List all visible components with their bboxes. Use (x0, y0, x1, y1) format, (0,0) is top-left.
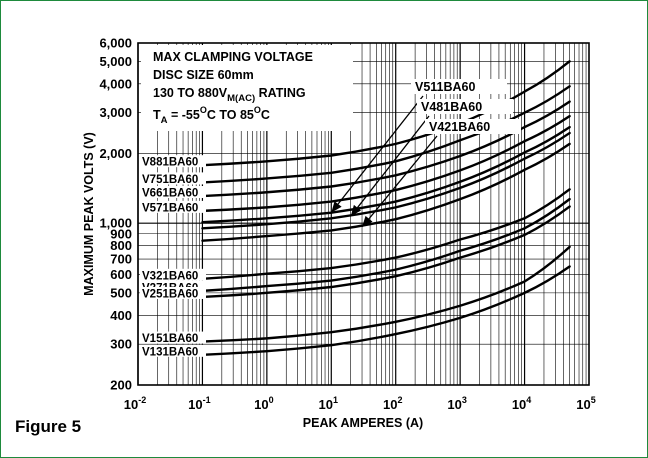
title-line-1: MAX CLAMPING VOLTAGE (153, 50, 313, 64)
series-line (201, 205, 571, 299)
y-tick-label: 1,000 (99, 216, 132, 231)
pointer-arrow-head (331, 201, 342, 213)
x-tick-label: 105 (576, 395, 595, 412)
series-line (201, 197, 571, 293)
y-tick-label: 500 (110, 285, 132, 300)
series-line (201, 125, 571, 224)
y-tick-label: 200 (110, 378, 132, 393)
series-label-bg (140, 331, 206, 344)
x-tick-label: 101 (319, 395, 338, 412)
title-line-3: 130 TO 880VM(AC) RATING (153, 86, 306, 104)
figure-caption: Figure 5 (15, 417, 82, 436)
pointer-arrow-shaft (368, 135, 438, 220)
x-tick-label: 10-1 (188, 395, 210, 412)
series-label: V251BA60 (142, 288, 198, 300)
series-line (201, 114, 571, 213)
y-tick-label: 3,000 (99, 105, 132, 120)
series-label-bg (140, 172, 206, 185)
x-tick-label: 104 (512, 395, 531, 412)
series-label: V881BA60 (142, 157, 198, 169)
series-label-bg (140, 200, 206, 213)
pointer-label: V511BA60 (415, 80, 476, 94)
series-lines (201, 60, 571, 357)
y-tick-label: 5,000 (99, 54, 132, 69)
pointer-label-bg (411, 79, 507, 94)
series-label: V321BA60 (142, 270, 198, 282)
series-label: V751BA60 (142, 174, 198, 186)
series-label: V661BA60 (142, 188, 198, 200)
y-tick-label: 400 (110, 308, 132, 323)
series-label: V151BA60 (142, 333, 198, 345)
pointer-annotations: V511BA60 V481BA60 V421BA60 (331, 79, 521, 228)
title-line-4: TA = -55OC TO 85OC (153, 105, 270, 126)
series-line (201, 265, 571, 357)
title-line-2: DISC SIZE 60mm (153, 68, 254, 82)
series-label-bg (140, 268, 206, 281)
series-line (201, 188, 571, 281)
y-tick-label: 4,000 (99, 76, 132, 91)
title-box (141, 45, 353, 131)
pointer-label: V481BA60 (421, 100, 482, 114)
pointer-arrow-shaft (356, 115, 430, 209)
y-tick-label: 2,000 (99, 146, 132, 161)
pointer-label-bg (417, 99, 513, 114)
series-label: V571BA60 (142, 202, 198, 214)
pointer-label: V421BA60 (429, 120, 490, 134)
series-label-bg (140, 286, 206, 299)
series-label-bg (140, 344, 206, 357)
series-line (201, 60, 571, 167)
x-axis-title: PEAK AMPERES (A) (303, 416, 423, 430)
pointer-label-bg (425, 119, 521, 134)
y-tick-label: 700 (110, 252, 132, 267)
series-line (201, 245, 571, 343)
pointer-arrow-head (350, 204, 361, 217)
series-label-bg (140, 186, 206, 199)
series-labels: V881BA60 V751BA60 V661BA60 V571BA60 V321BA60… (140, 155, 206, 358)
plot-area (137, 42, 590, 386)
x-tick-label: 103 (447, 395, 466, 412)
series-line (201, 142, 571, 242)
series-line (201, 100, 571, 198)
y-tick-label: 6,000 (99, 36, 132, 51)
x-tick-label: 100 (254, 395, 273, 412)
x-tick-label: 102 (383, 395, 402, 412)
series-line (201, 131, 571, 230)
series-label-bg (140, 155, 206, 168)
pointer-arrow-head (362, 215, 373, 228)
y-tick-label: 600 (110, 267, 132, 282)
series-label: V131BA60 (142, 346, 198, 358)
y-axis-title: MAXIMUM PEAK VOLTS (V) (82, 132, 96, 296)
series-line (201, 85, 571, 184)
y-tick-label: 300 (110, 337, 132, 352)
x-tick-label: 10-2 (124, 395, 146, 412)
y-tick-label: 800 (110, 238, 132, 253)
y-tick-label: 900 (110, 226, 132, 241)
pointer-arrow-shaft (337, 95, 424, 205)
